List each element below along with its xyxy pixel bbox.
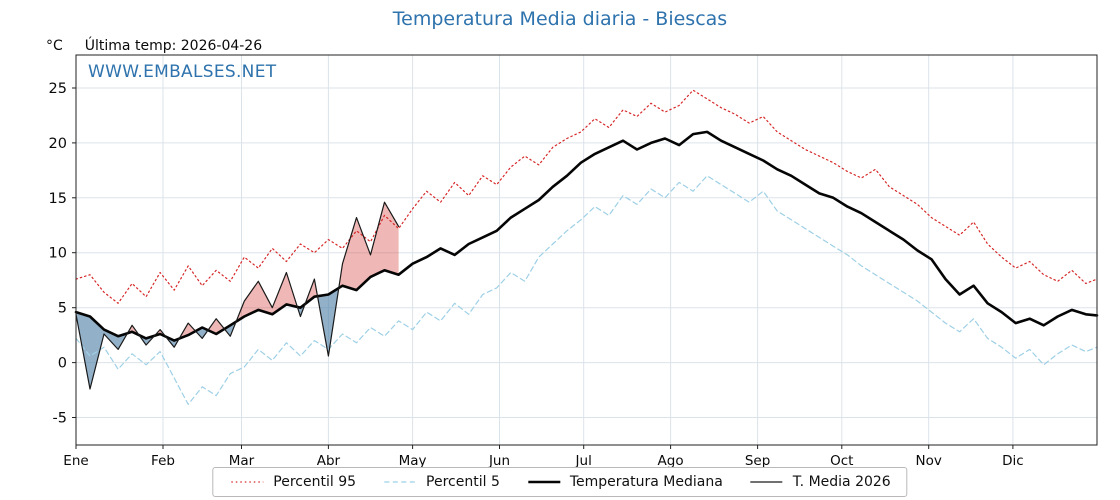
last-temp-label: Última temp: 2026-04-26 <box>84 38 263 54</box>
svg-text:Sep: Sep <box>745 453 770 469</box>
svg-text:Jul: Jul <box>575 453 592 469</box>
svg-text:Ago: Ago <box>658 453 684 469</box>
svg-text:-5: -5 <box>53 411 67 427</box>
percentil-95-line-sample <box>231 481 264 483</box>
y-unit-label: °C <box>46 38 63 54</box>
temperatura-mediana-line-sample <box>527 480 560 484</box>
svg-text:May: May <box>399 453 427 469</box>
svg-text:0: 0 <box>58 356 67 372</box>
legend-item-temperatura-mediana: Temperatura Mediana <box>526 474 723 490</box>
legend: Percentil 95 Percentil 5 Temperatura Med… <box>212 467 908 497</box>
svg-text:10: 10 <box>49 246 67 262</box>
legend-label: Percentil 95 <box>273 474 357 490</box>
svg-text:5: 5 <box>58 301 67 317</box>
legend-label: T. Media 2026 <box>792 474 891 490</box>
series-t-media-2026 <box>75 201 400 390</box>
grid-lines <box>75 55 1097 445</box>
legend-label: Percentil 5 <box>426 474 500 490</box>
series-percentil-5 <box>75 175 1098 405</box>
legend-item-percentil-5: Percentil 5 <box>382 474 500 490</box>
legend-label: Temperatura Mediana <box>569 474 723 490</box>
svg-text:Jun: Jun <box>488 453 510 469</box>
series-percentil-95 <box>75 89 1098 304</box>
svg-text:Mar: Mar <box>229 453 255 469</box>
watermark: WWW.EMBALSES.NET <box>88 62 277 82</box>
svg-text:Oct: Oct <box>830 453 853 469</box>
series-temperatura-mediana <box>74 130 1099 342</box>
svg-text:20: 20 <box>49 136 67 152</box>
svg-text:15: 15 <box>49 191 67 207</box>
legend-item-t-media-2026: T. Media 2026 <box>749 474 891 490</box>
svg-text:Feb: Feb <box>151 453 175 469</box>
legend-item-percentil-95: Percentil 95 <box>229 474 356 490</box>
axis-ticks-and-labels: -5 0 5 10 15 20 25 Ene Feb Mar Abr May Jun Jul Ago Sep O… <box>49 81 1024 469</box>
svg-text:Dic: Dic <box>1002 453 1024 469</box>
chart-title: Temperatura Media diaria - Biescas <box>392 8 728 30</box>
chart-meta: °C Última temp: 2026-04-26 <box>46 38 262 54</box>
plot-background <box>76 55 1097 445</box>
svg-text:Nov: Nov <box>916 453 942 469</box>
axes-box <box>75 54 1098 446</box>
svg-text:Ene: Ene <box>63 453 88 469</box>
percentil-5-line-sample <box>384 481 417 483</box>
t-media-2026-line-sample <box>750 481 783 483</box>
svg-text:Abr: Abr <box>317 453 341 469</box>
svg-text:25: 25 <box>49 81 67 97</box>
